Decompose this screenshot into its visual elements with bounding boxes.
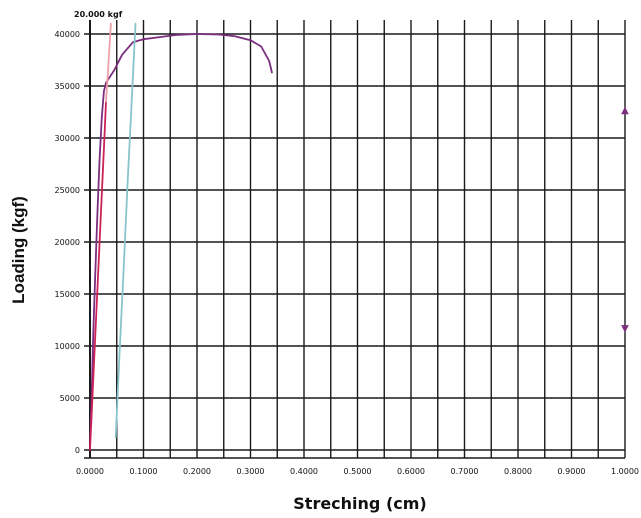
x-tick-label: 0.5000 — [344, 467, 372, 476]
x-axis-label: Streching (cm) — [293, 494, 426, 513]
marker-group: ▲▼ — [621, 105, 629, 334]
y-tick-label: 15000 — [55, 290, 80, 299]
y-axis-label: Loading (kgf) — [9, 196, 28, 304]
annotation-label: 20.000 kgf — [74, 10, 123, 19]
series-line-0 — [89, 33, 273, 446]
axis-ticks: 0 5000 10000 15000 20000 25000 30000 35000 40000… — [55, 30, 639, 476]
x-tick-label: 1.0000 — [611, 467, 639, 476]
y-tick-label: 5000 — [60, 394, 80, 403]
annotation-group: 20.000 kgf — [74, 10, 123, 19]
x-tick-label: 0.9000 — [558, 467, 586, 476]
y-tick-label: 10000 — [55, 342, 80, 351]
x-tick-label: 0.3000 — [237, 467, 265, 476]
x-tick-label: 0.6000 — [397, 467, 425, 476]
x-tick-label: 0.4000 — [290, 467, 318, 476]
series-line-1 — [89, 100, 107, 451]
x-tick-label: 0.0000 — [76, 467, 104, 476]
x-tick-label: 0.1000 — [130, 467, 158, 476]
range-marker-0: ▲ — [621, 105, 629, 116]
x-tick-label: 0.2000 — [183, 467, 211, 476]
y-tick-label: 30000 — [55, 134, 80, 143]
series-line-3 — [114, 22, 137, 439]
y-tick-label: 35000 — [55, 82, 80, 91]
x-tick-label: 0.8000 — [504, 467, 532, 476]
y-tick-label: 40000 — [55, 30, 80, 39]
grid — [84, 20, 626, 459]
x-tick-label: 0.7000 — [451, 467, 479, 476]
y-tick-label: 0 — [75, 446, 80, 455]
range-marker-1: ▼ — [621, 323, 629, 334]
y-tick-label: 25000 — [55, 186, 80, 195]
series-line-2 — [105, 22, 112, 103]
series-group — [89, 22, 273, 451]
y-tick-label: 20000 — [55, 238, 80, 247]
